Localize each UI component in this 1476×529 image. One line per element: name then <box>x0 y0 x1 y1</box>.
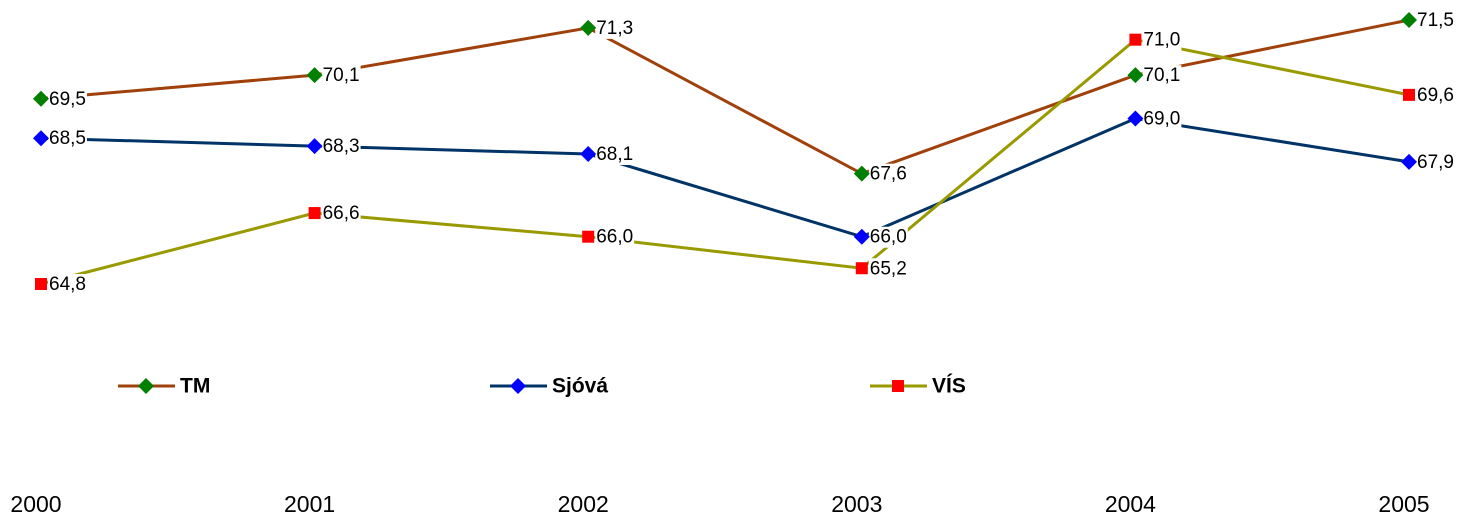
data-label: 71,0 <box>1143 30 1180 51</box>
data-point <box>1127 110 1144 127</box>
data-point <box>33 90 49 107</box>
data-label-bg <box>1416 84 1455 106</box>
data-point <box>306 67 323 84</box>
x-tick-label: 2001 <box>284 491 335 517</box>
data-label: 69,5 <box>49 89 86 110</box>
legend-text: TM <box>180 375 210 398</box>
legend-item: TM <box>118 375 210 398</box>
data-label-bg <box>1142 65 1182 87</box>
data-point <box>1401 12 1417 28</box>
data-label-bg <box>595 226 635 248</box>
data-label-bg <box>1416 10 1455 32</box>
data-point <box>1129 33 1142 46</box>
legend-marker <box>138 378 154 394</box>
data-label: 69,6 <box>1417 85 1454 106</box>
data-point <box>580 145 597 162</box>
data-label: 64,8 <box>49 274 86 295</box>
data-label-bg <box>868 163 908 185</box>
data-label: 69,0 <box>1143 109 1180 130</box>
legend-marker <box>892 380 904 392</box>
data-label: 68,3 <box>323 136 360 157</box>
data-label-bg <box>48 274 87 296</box>
x-tick-label: 2000 <box>10 491 61 517</box>
data-label: 65,2 <box>870 258 907 279</box>
x-tick-label: 2004 <box>1105 491 1156 517</box>
data-label: 67,6 <box>870 164 907 185</box>
data-point <box>855 262 868 275</box>
legend-text: Sjóvá <box>552 375 608 398</box>
data-label-bg <box>1142 29 1182 51</box>
data-label: 66,0 <box>870 227 907 248</box>
data-label: 71,5 <box>1417 10 1454 31</box>
data-label: 66,0 <box>596 227 633 248</box>
data-label: 68,1 <box>596 144 633 165</box>
data-label-bg <box>321 203 361 225</box>
data-label-bg <box>321 136 361 158</box>
data-label-bg <box>595 17 635 39</box>
series-line <box>40 18 1410 176</box>
data-point <box>33 130 49 147</box>
x-tick-label: 2005 <box>1378 491 1429 517</box>
data-point <box>580 19 597 36</box>
x-tick-label: 2002 <box>558 491 609 517</box>
data-label-bg <box>595 143 635 165</box>
x-tick-label: 2003 <box>831 491 882 517</box>
legend-text: VÍS <box>932 375 966 398</box>
data-point <box>1127 67 1144 84</box>
data-point <box>35 278 47 290</box>
data-label-bg <box>321 65 361 87</box>
data-label-bg <box>48 88 87 110</box>
data-point <box>853 165 870 182</box>
data-label: 70,1 <box>323 65 360 86</box>
data-point <box>582 230 595 243</box>
data-label: 67,9 <box>1417 152 1454 173</box>
data-label-bg <box>1416 151 1455 173</box>
series-line <box>40 38 1410 286</box>
data-label-bg <box>48 128 87 150</box>
legend-item: Sjóvá <box>490 375 608 398</box>
data-label: 71,3 <box>596 18 633 39</box>
data-point <box>308 207 321 220</box>
data-label: 68,5 <box>49 128 86 149</box>
data-point <box>1401 153 1417 170</box>
series-line <box>40 116 1410 239</box>
data-label-bg <box>868 226 908 248</box>
legend-marker <box>510 378 526 394</box>
data-point <box>1403 88 1415 101</box>
data-label-bg <box>1142 108 1182 130</box>
data-point <box>306 138 323 155</box>
data-point <box>853 228 870 245</box>
data-label-bg <box>868 258 908 280</box>
data-label: 70,1 <box>1143 65 1180 86</box>
data-label: 66,6 <box>323 203 360 224</box>
legend-item: VÍS <box>870 375 966 398</box>
